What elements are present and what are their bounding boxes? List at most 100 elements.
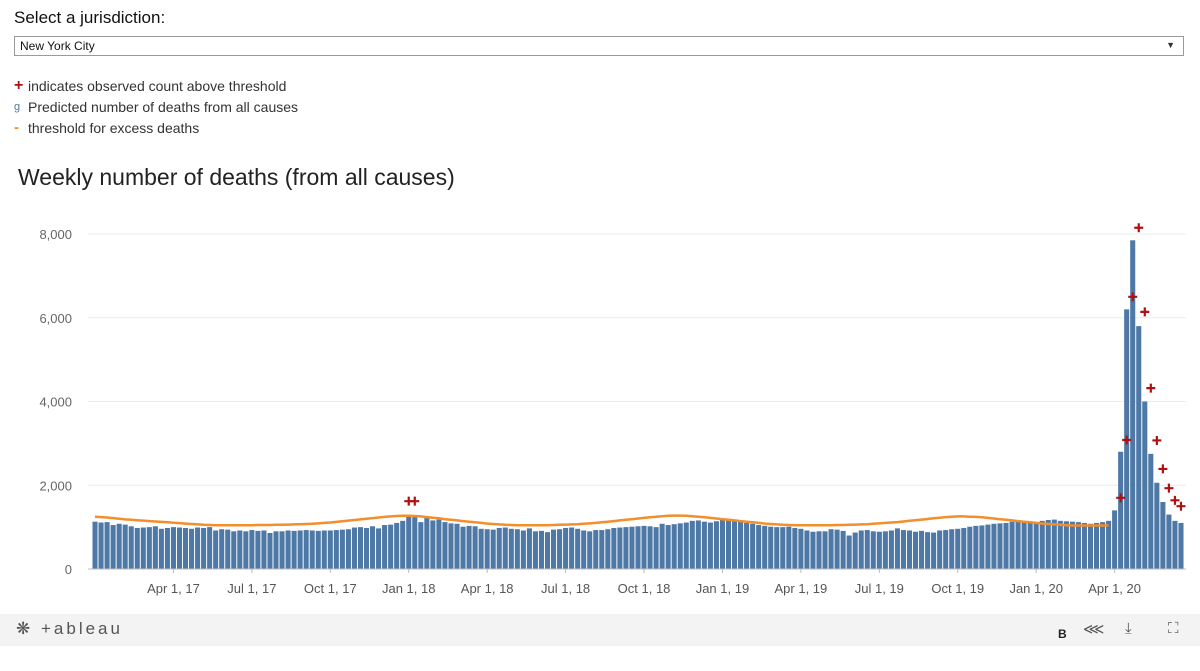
bar — [1130, 240, 1136, 569]
bar — [460, 526, 466, 569]
bar — [852, 532, 858, 569]
bar — [689, 520, 695, 569]
bar — [731, 519, 738, 569]
bar — [581, 530, 587, 569]
above-threshold-marker — [1116, 493, 1126, 503]
bar — [1142, 401, 1148, 569]
bar — [176, 527, 183, 569]
legend-item-observed: + indicates observed count above thresho… — [14, 75, 298, 96]
bar — [291, 530, 297, 569]
bar — [315, 530, 321, 569]
footer-toolbar — [0, 614, 1200, 646]
bar — [170, 527, 176, 569]
bar — [882, 531, 888, 569]
x-tick-label: Jul 1, 19 — [855, 581, 904, 596]
bar — [1178, 522, 1184, 569]
bar — [949, 529, 955, 569]
bar — [1069, 521, 1075, 569]
bar — [906, 530, 913, 569]
bar — [659, 523, 665, 569]
x-tick-label: Apr 1, 19 — [775, 581, 828, 596]
bar — [213, 530, 219, 569]
bar — [967, 526, 973, 569]
bar — [182, 527, 189, 569]
bar — [798, 528, 804, 569]
bar — [587, 531, 593, 569]
bar — [538, 530, 545, 569]
bar — [394, 522, 400, 569]
bar — [520, 530, 526, 569]
jurisdiction-label: Select a jurisdiction: — [14, 8, 166, 27]
bar — [158, 528, 164, 569]
chevron-down-icon[interactable]: ▼ — [1166, 40, 1175, 50]
bar — [713, 521, 719, 569]
bar-legend-icon: g — [14, 100, 21, 113]
bar — [1100, 522, 1106, 569]
threshold-line-icon: - — [14, 119, 19, 136]
above-threshold-marker — [1122, 435, 1132, 445]
bar — [231, 531, 237, 569]
x-tick-label: Jan 1, 20 — [1009, 581, 1063, 596]
bar — [719, 519, 725, 569]
x-tick-label: Apr 1, 20 — [1088, 581, 1141, 596]
bar — [400, 520, 406, 569]
bar — [780, 527, 786, 569]
bar — [1009, 521, 1015, 569]
bar — [189, 528, 195, 569]
bar — [92, 521, 98, 569]
bar — [786, 526, 792, 569]
bar — [641, 525, 647, 569]
bar — [623, 527, 629, 569]
bar — [406, 515, 412, 569]
bar — [140, 527, 146, 569]
bar — [653, 527, 659, 569]
bar — [472, 526, 478, 569]
bar — [551, 529, 557, 569]
footer-letter: B — [1058, 627, 1067, 641]
bar — [1112, 510, 1118, 569]
bar — [858, 530, 864, 569]
bar — [792, 527, 798, 569]
bar — [840, 530, 846, 569]
jurisdiction-select[interactable]: New York City ▼ — [14, 36, 1184, 56]
bar — [146, 527, 152, 569]
legend-item-predicted: g Predicted number of deaths from all ca… — [14, 96, 298, 117]
bar — [442, 522, 448, 569]
bar — [683, 522, 689, 569]
bar — [424, 517, 430, 569]
y-tick-label: 6,000 — [39, 311, 72, 326]
bar — [544, 532, 551, 569]
bar — [744, 522, 750, 569]
bar — [1081, 522, 1087, 569]
tableau-logo[interactable]: ❋ +ableau — [16, 619, 123, 639]
bar — [937, 530, 943, 569]
x-tick-label: Jul 1, 18 — [541, 581, 590, 596]
bar — [466, 525, 472, 569]
bar — [1027, 522, 1033, 569]
bar — [267, 532, 273, 569]
bar — [412, 514, 418, 569]
bar — [943, 530, 949, 569]
bar — [496, 527, 502, 569]
weekly-deaths-chart: 8,000 6,000 4,000 2,000 0 Apr 1, 17 Jul 1, 17 O… — [39, 223, 1186, 596]
bar — [973, 525, 979, 569]
bar — [237, 530, 243, 569]
bar — [1033, 522, 1039, 569]
bar — [279, 531, 285, 569]
bar — [762, 525, 768, 569]
fullscreen-icon[interactable]: ⛶ — [1168, 620, 1179, 637]
bar — [333, 530, 339, 569]
bar — [357, 527, 364, 569]
bar — [297, 530, 303, 569]
bar — [756, 525, 762, 569]
bar — [635, 526, 641, 569]
tableau-logo-mark-icon: ❋ — [16, 619, 34, 638]
download-icon[interactable]: ⤓ — [1125, 620, 1132, 637]
bar — [569, 527, 575, 569]
bar — [526, 528, 532, 569]
share-icon[interactable]: ⋘ — [1083, 621, 1105, 638]
bar — [888, 530, 894, 569]
bar — [876, 531, 882, 569]
bar — [1087, 523, 1094, 569]
bar — [128, 526, 134, 569]
